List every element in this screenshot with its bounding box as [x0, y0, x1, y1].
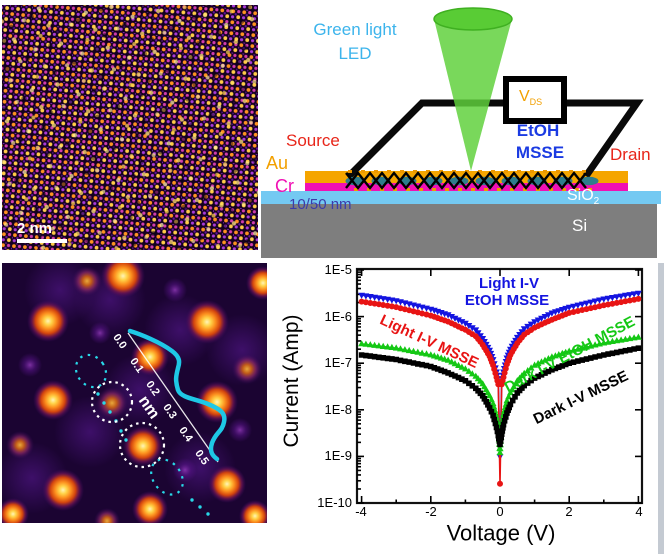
au-label: Au	[266, 153, 289, 173]
x-tick-label-0: -4	[355, 504, 367, 520]
circuit-wire	[346, 99, 644, 179]
led-beam-cone	[433, 7, 513, 171]
source-label: Source	[286, 131, 340, 150]
si-label: Si	[572, 216, 588, 235]
cr-label: Cr	[275, 176, 294, 196]
vds-main: V	[519, 88, 530, 105]
intensity-profile-curve	[127, 328, 227, 462]
y-tick-label-2: 1E-7	[324, 355, 352, 370]
defect-marker-ellipse-2	[150, 458, 184, 496]
y-tick-label-0: 1E-5	[324, 262, 352, 277]
x-tick-label-3: 2	[565, 504, 573, 520]
device-schematic	[261, 7, 661, 258]
atom-blobs	[2, 263, 267, 523]
iv-chart	[355, 263, 664, 554]
y-axis-label: Current (Amp)	[279, 314, 303, 448]
vds-label: VDS	[519, 88, 543, 107]
scale-bar-label: 2 nm	[17, 220, 53, 237]
vds-meter-box	[503, 76, 567, 124]
iv-curves	[358, 290, 642, 487]
stem-lattice-panel	[2, 5, 258, 250]
led-label-line1: Green light	[313, 20, 397, 39]
etoh-label: EtOH	[516, 121, 560, 140]
sio2-layer	[261, 191, 661, 204]
atom-marker-circle-1	[90, 380, 134, 424]
annotation-blue-line1: Light I-V	[479, 275, 539, 293]
scale-bar	[17, 239, 67, 243]
x-axis-label: Voltage (V)	[446, 520, 556, 546]
annotation-blue-line2: EtOH MSSE	[464, 292, 550, 310]
led-label-line2: LED	[338, 44, 372, 63]
curve-markers-square	[358, 345, 642, 448]
atom-marker-circle-2	[118, 421, 166, 469]
thickness-label: 10/50 nm	[289, 196, 352, 213]
y-tick-label-4: 1E-9	[324, 448, 352, 463]
msse-label: MSSE	[515, 143, 565, 162]
defect-marker-ellipse-1	[74, 353, 108, 389]
y-tick-label-3: 1E-8	[324, 402, 352, 417]
vds-subscript: DS	[529, 97, 543, 107]
msse-film-mesh	[345, 170, 599, 191]
y-tick-label-5: 1E-10	[317, 495, 352, 510]
si-substrate-layer	[261, 204, 657, 258]
zoom-atomic-panel	[2, 263, 267, 523]
x-tick-label-4: 4	[635, 504, 643, 520]
y-tick-label-1: 1E-6	[324, 309, 352, 324]
x-tick-label-1: -2	[425, 504, 437, 520]
x-tick-label-2: 0	[496, 504, 504, 520]
drain-label: Drain	[610, 145, 651, 164]
page-edge-strip	[658, 263, 664, 554]
sio2-label: SiO2	[567, 187, 600, 208]
sio2-subscript: 2	[593, 196, 600, 207]
sio2-main: SiO	[567, 187, 594, 204]
profile-axis-line	[127, 332, 219, 463]
